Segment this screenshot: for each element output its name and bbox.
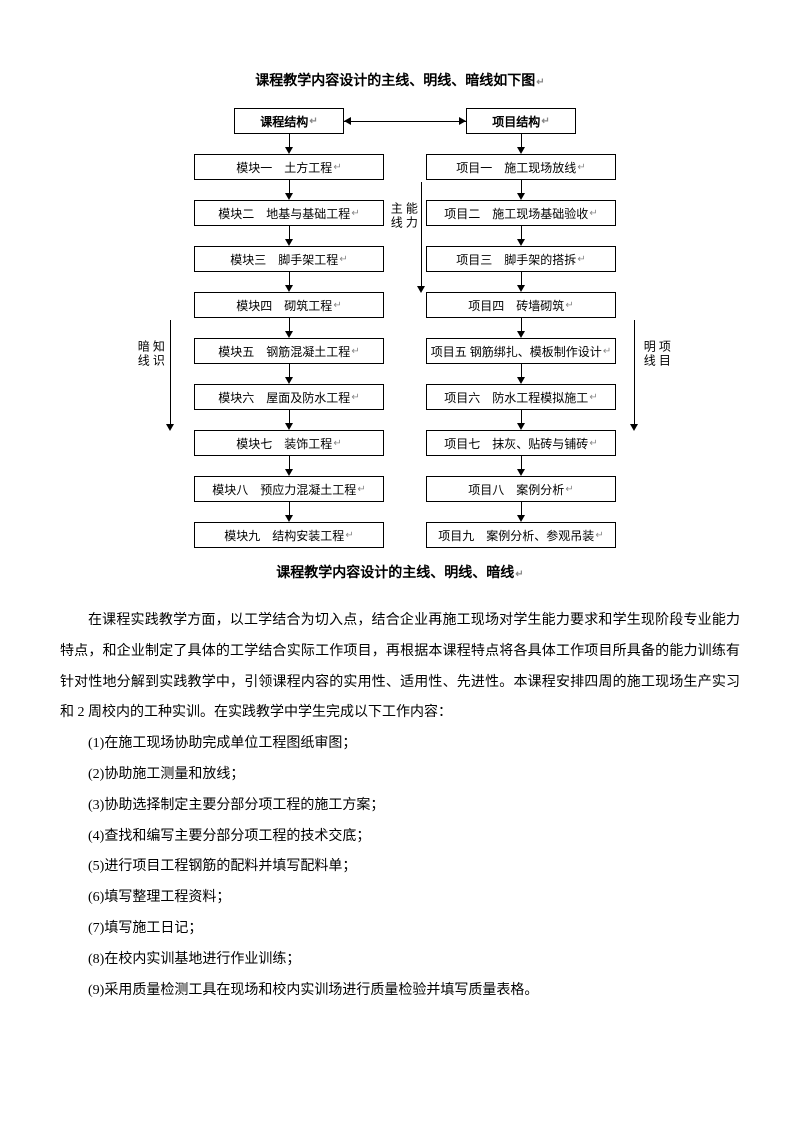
list-item: (4)查找和编写主要分部分项工程的技术交底； bbox=[60, 822, 740, 853]
list-item: (6)填写整理工程资料； bbox=[60, 883, 740, 914]
page-title-bottom: 课程教学内容设计的主线、明线、暗线↵ bbox=[60, 562, 740, 582]
left-node-4: 模块四 砌筑工程↵ bbox=[194, 292, 384, 318]
right-node-7: 项目七 抹灰、贴砖与铺砖↵ bbox=[426, 430, 616, 456]
left-node-3: 模块三 脚手架工程↵ bbox=[194, 246, 384, 272]
right-node-4: 项目四 砖墙砌筑↵ bbox=[426, 292, 616, 318]
list-item: (8)在校内实训基地进行作业训练； bbox=[60, 945, 740, 976]
left-node-6: 模块六 屋面及防水工程↵ bbox=[194, 384, 384, 410]
left-node-8: 模块八 预应力混凝土工程↵ bbox=[194, 476, 384, 502]
left-node-7: 模块七 装饰工程↵ bbox=[194, 430, 384, 456]
list-item: (1)在施工现场协助完成单位工程图纸审图； bbox=[60, 729, 740, 760]
right-node-9: 项目九 案例分析、参观吊装↵ bbox=[426, 522, 616, 548]
list-item: (9)采用质量检测工具在现场和校内实训场进行质量检验并填写质量表格。 bbox=[60, 976, 740, 1007]
right-node-5: 项目五 钢筋绑扎、模板制作设计↵ bbox=[426, 338, 616, 364]
right-node-2: 项目二 施工现场基础验收↵ bbox=[426, 200, 616, 226]
right-node-1: 项目一 施工现场放线↵ bbox=[426, 154, 616, 180]
left-header-node: 课程结构↵ bbox=[234, 108, 344, 134]
list-item: (5)进行项目工程钢筋的配料并填写配料单； bbox=[60, 852, 740, 883]
right-node-8: 项目八 案例分析↵ bbox=[426, 476, 616, 502]
right-label-pair: 明线项目 bbox=[642, 340, 670, 368]
left-label-pair: 暗线知识 bbox=[136, 340, 164, 368]
left-node-1: 模块一 土方工程↵ bbox=[194, 154, 384, 180]
center-label-pair: 主线能力 bbox=[389, 202, 417, 230]
label-zhishi: 知识 bbox=[151, 340, 164, 368]
list-item: (3)协助选择制定主要分部分项工程的施工方案； bbox=[60, 791, 740, 822]
right-node-6: 项目六 防水工程模拟施工↵ bbox=[426, 384, 616, 410]
left-node-9: 模块九 结构安装工程↵ bbox=[194, 522, 384, 548]
task-list: (1)在施工现场协助完成单位工程图纸审图；(2)协助施工测量和放线；(3)协助选… bbox=[60, 729, 740, 1006]
left-node-2: 模块二 地基与基础工程↵ bbox=[194, 200, 384, 226]
list-item: (2)协助施工测量和放线； bbox=[60, 760, 740, 791]
title-bottom-text: 课程教学内容设计的主线、明线、暗线 bbox=[276, 566, 514, 581]
label-nengli: 能力 bbox=[404, 202, 417, 230]
page-title-top: 课程教学内容设计的主线、明线、暗线如下图↵ bbox=[60, 70, 740, 90]
label-zhuxian: 主线 bbox=[389, 202, 402, 230]
left-node-5: 模块五 钢筋混凝土工程↵ bbox=[194, 338, 384, 364]
title-text: 课程教学内容设计的主线、明线、暗线如下图 bbox=[255, 74, 535, 89]
right-node-3: 项目三 脚手架的搭拆↵ bbox=[426, 246, 616, 272]
paragraph: 在课程实践教学方面，以工学结合为切入点，结合企业再施工现场对学生能力要求和学生现… bbox=[60, 606, 740, 729]
label-xiangmu: 项目 bbox=[657, 340, 670, 368]
label-anxian: 暗线 bbox=[136, 340, 149, 368]
flowchart: 课程结构↵ 项目结构↵ 模块一 土方工程↵ 模块二 地基与基础工程↵ 模块三 脚手架工程… bbox=[110, 108, 690, 556]
list-item: (7)填写施工日记； bbox=[60, 914, 740, 945]
label-mingxian: 明线 bbox=[642, 340, 655, 368]
right-header-node: 项目结构↵ bbox=[466, 108, 576, 134]
